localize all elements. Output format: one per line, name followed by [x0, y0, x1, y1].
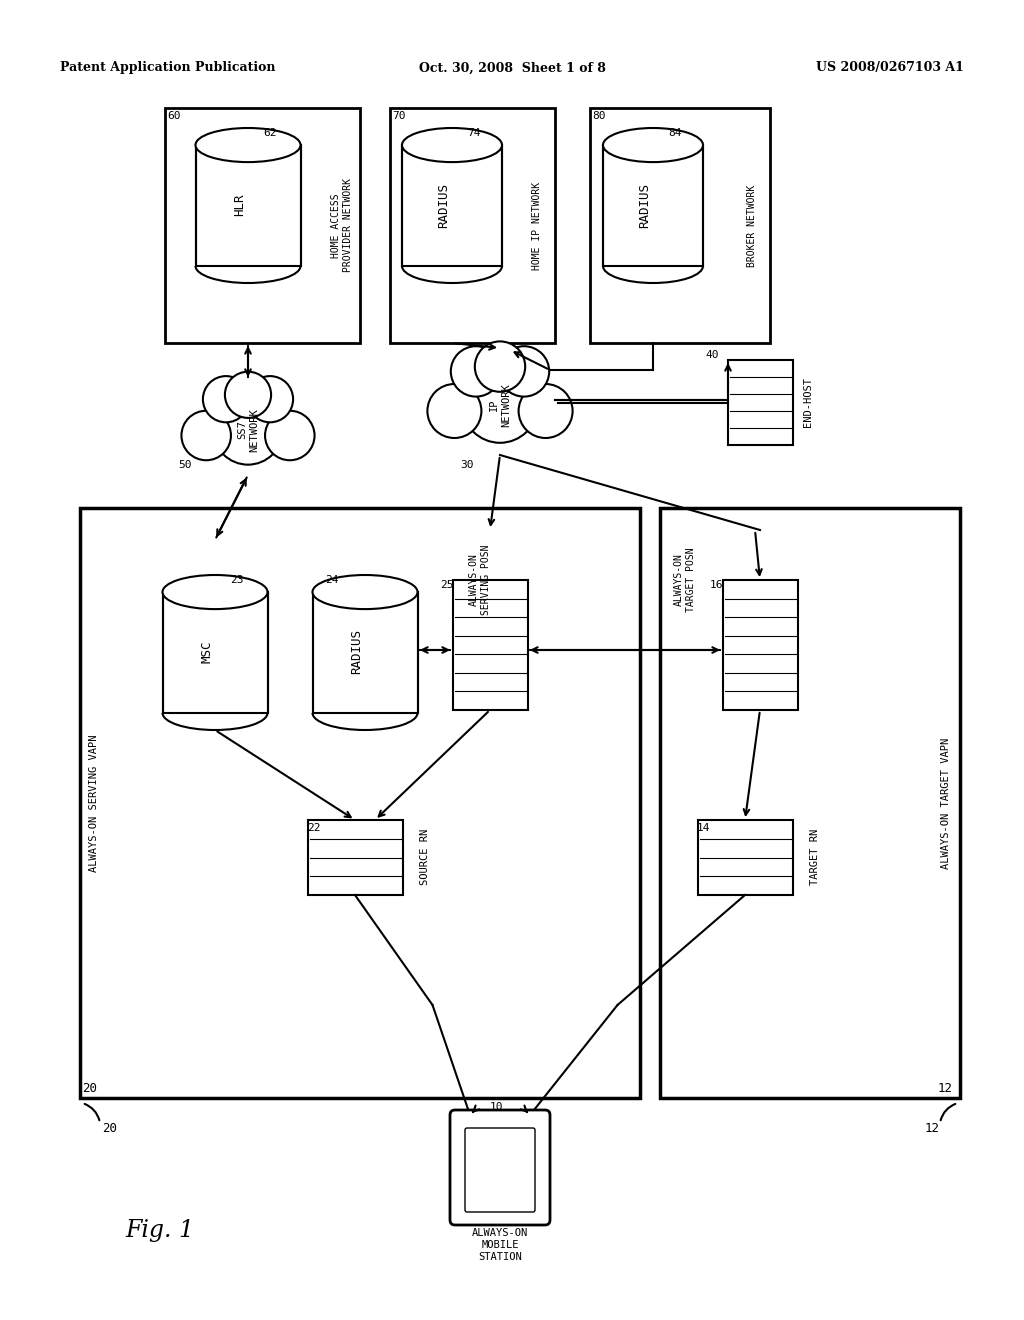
Text: RADIUS: RADIUS [639, 182, 651, 227]
Circle shape [462, 367, 538, 442]
Text: 12: 12 [925, 1122, 940, 1134]
Text: ALWAYS-ON SERVING VAPN: ALWAYS-ON SERVING VAPN [89, 734, 99, 871]
Text: 70: 70 [392, 111, 406, 121]
Text: Fig. 1: Fig. 1 [126, 1218, 195, 1242]
Ellipse shape [196, 128, 300, 162]
Bar [590, 108, 770, 343]
Text: IP
NETWORK: IP NETWORK [489, 383, 511, 426]
Ellipse shape [163, 576, 267, 609]
Text: 20: 20 [82, 1081, 97, 1094]
Text: 12: 12 [938, 1081, 953, 1094]
Text: 50: 50 [178, 459, 191, 470]
Bar [603, 145, 703, 265]
Text: SS7
NETWORK: SS7 NETWORK [238, 408, 259, 451]
Ellipse shape [603, 128, 703, 162]
Text: 30: 30 [460, 459, 473, 470]
Text: RADIUS: RADIUS [350, 630, 364, 675]
Text: 60: 60 [167, 111, 180, 121]
Text: ALWAYS-ON TARGET VAPN: ALWAYS-ON TARGET VAPN [941, 738, 951, 869]
Text: US 2008/0267103 A1: US 2008/0267103 A1 [816, 62, 964, 74]
Text: BROKER NETWORK: BROKER NETWORK [746, 185, 757, 267]
Text: Patent Application Publication: Patent Application Publication [60, 62, 275, 74]
Text: 25: 25 [440, 579, 454, 590]
Circle shape [518, 384, 572, 438]
Text: 40: 40 [705, 350, 719, 360]
Text: TARGET RN: TARGET RN [810, 829, 820, 886]
Bar [163, 593, 267, 713]
Text: HLR: HLR [233, 194, 247, 216]
Circle shape [247, 376, 293, 422]
Text: HOME IP NETWORK: HOME IP NETWORK [532, 181, 542, 269]
Text: 74: 74 [467, 128, 480, 139]
Bar [402, 145, 502, 265]
Circle shape [181, 411, 231, 461]
Bar [312, 593, 418, 713]
Text: 62: 62 [263, 128, 276, 139]
Circle shape [475, 342, 525, 392]
Text: 80: 80 [592, 111, 605, 121]
Text: 20: 20 [102, 1122, 117, 1134]
Text: ALWAYS-ON
SERVING POSN: ALWAYS-ON SERVING POSN [469, 545, 490, 615]
Circle shape [213, 396, 283, 465]
Text: SOURCE RN: SOURCE RN [420, 829, 430, 886]
Text: 23: 23 [230, 576, 244, 585]
Text: 24: 24 [325, 576, 339, 585]
Bar [165, 108, 360, 343]
Bar [697, 820, 793, 895]
Text: HOME ACCESS
PROVIDER NETWORK: HOME ACCESS PROVIDER NETWORK [331, 178, 353, 272]
Text: 14: 14 [697, 822, 711, 833]
Circle shape [451, 346, 501, 396]
Text: 22: 22 [307, 822, 321, 833]
Bar [390, 108, 555, 343]
Text: 10: 10 [490, 1102, 504, 1111]
Ellipse shape [312, 576, 418, 609]
Circle shape [225, 372, 271, 418]
Text: ALWAYS-ON
MOBILE
STATION: ALWAYS-ON MOBILE STATION [472, 1229, 528, 1262]
Bar [80, 508, 640, 1098]
Circle shape [203, 376, 249, 422]
Ellipse shape [402, 128, 502, 162]
Bar [453, 579, 527, 710]
Circle shape [499, 346, 549, 396]
Bar [307, 820, 402, 895]
Circle shape [265, 411, 314, 461]
Text: RADIUS: RADIUS [437, 182, 451, 227]
Text: 16: 16 [710, 579, 724, 590]
Bar [196, 145, 300, 265]
Text: 84: 84 [668, 128, 682, 139]
FancyBboxPatch shape [450, 1110, 550, 1225]
FancyBboxPatch shape [465, 1129, 535, 1212]
Text: MSC: MSC [201, 640, 213, 663]
Circle shape [427, 384, 481, 438]
Bar [723, 579, 798, 710]
Text: END-HOST: END-HOST [803, 378, 813, 426]
Bar [660, 508, 961, 1098]
Text: ALWAYS-ON
TARGET POSN: ALWAYS-ON TARGET POSN [674, 548, 695, 612]
Bar [727, 360, 793, 445]
Text: Oct. 30, 2008  Sheet 1 of 8: Oct. 30, 2008 Sheet 1 of 8 [419, 62, 605, 74]
